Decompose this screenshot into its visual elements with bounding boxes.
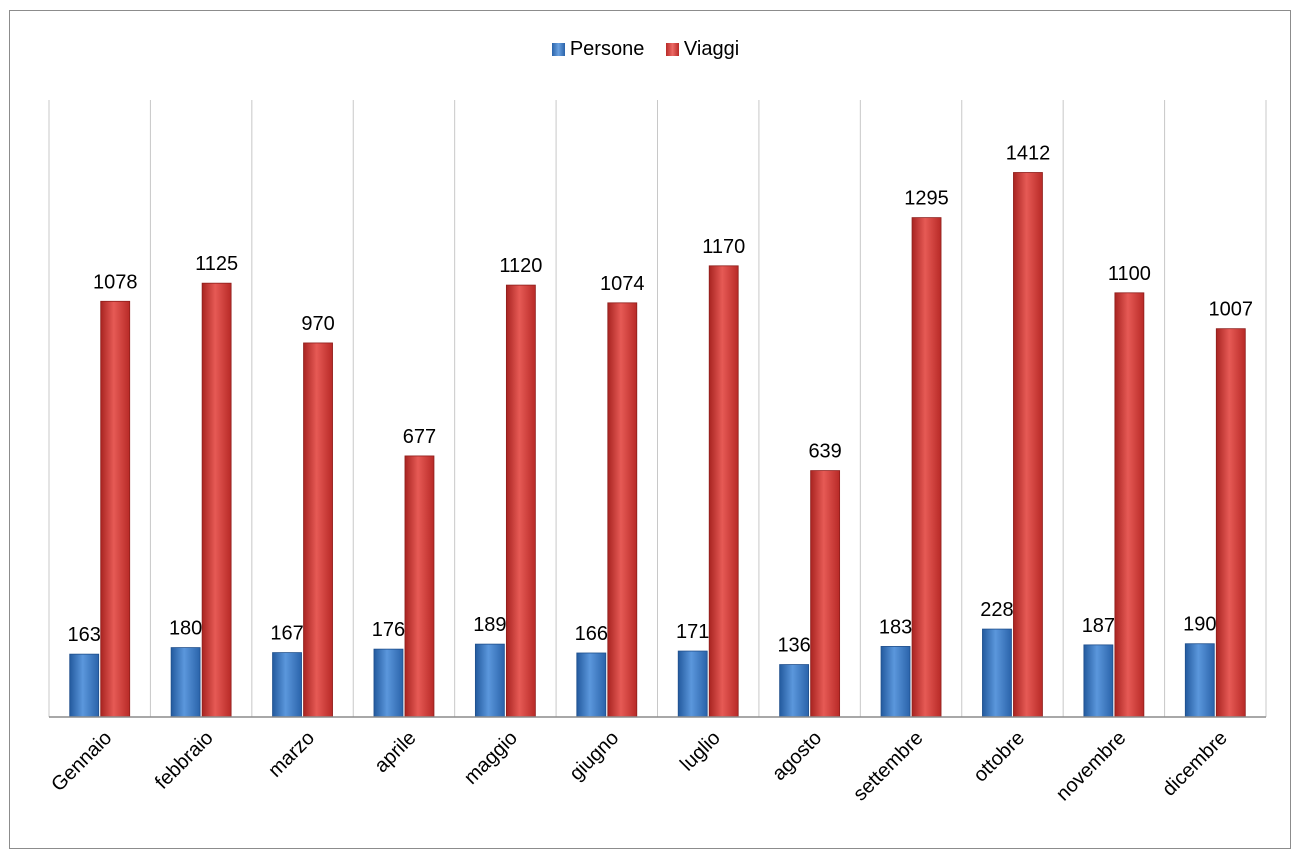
x-tick-label-febbraio: febbraio — [151, 727, 218, 794]
bar-persone-settembre — [880, 646, 911, 718]
data-label-viaggi-novembre: 1100 — [1108, 263, 1151, 285]
data-label-viaggi-luglio: 1170 — [702, 236, 745, 258]
x-tick-label-ottobre: ottobre — [969, 727, 1029, 787]
legend-item-persone: Persone — [551, 38, 645, 61]
data-label-persone-ottobre: 228 — [980, 599, 1013, 621]
data-label-viaggi-marzo: 970 — [301, 313, 334, 335]
x-tick-label-maggio: maggio — [460, 727, 522, 789]
bar-persone-febbraio — [170, 647, 201, 718]
data-label-persone-marzo: 167 — [270, 623, 303, 645]
legend-label-persone: Persone — [569, 38, 645, 60]
x-tick-label-agosto: agosto — [768, 727, 826, 785]
bar-persone-ottobre — [982, 628, 1012, 718]
bar-persone-novembre — [1083, 644, 1114, 718]
bar-persone-aprile — [373, 648, 404, 718]
data-label-viaggi-maggio: 1120 — [499, 255, 542, 277]
bar-persone-gennaio — [69, 653, 100, 718]
data-label-viaggi-agosto: 639 — [808, 441, 841, 463]
bar-persone-giugno — [576, 652, 607, 718]
x-tick-label-novembre: novembre — [1052, 727, 1130, 805]
x-tick-label-giugno: giugno — [565, 727, 623, 785]
data-label-persone-gennaio: 163 — [68, 624, 101, 646]
legend-label-viaggi: Viaggi — [683, 38, 740, 60]
data-label-persone-luglio: 171 — [676, 621, 709, 643]
data-label-viaggi-ottobre: 1412 — [1006, 142, 1051, 164]
legend-item-viaggi: Viaggi — [665, 38, 740, 61]
x-tick-label-dicembre: dicembre — [1158, 727, 1232, 801]
bar-viaggi-agosto — [810, 470, 841, 718]
data-label-persone-giugno: 166 — [575, 623, 608, 645]
bar-persone-luglio — [677, 650, 708, 718]
data-label-persone-febbraio: 180 — [169, 618, 202, 640]
bar-viaggi-aprile — [404, 455, 435, 718]
legend-swatch-viaggi — [665, 43, 679, 56]
x-tick-label-aprile: aprile — [370, 727, 420, 777]
data-label-persone-agosto: 136 — [777, 635, 810, 657]
legend-swatch-persone — [551, 43, 565, 56]
bar-viaggi-dicembre — [1215, 328, 1246, 718]
x-tick-label-gennaio: Gennaio — [47, 727, 116, 796]
bar-persone-maggio — [474, 643, 505, 718]
bar-viaggi-settembre — [911, 217, 942, 718]
bar-viaggi-febbraio — [201, 282, 232, 718]
bar-viaggi-giugno — [607, 302, 638, 718]
data-label-viaggi-gennaio: 1078 — [93, 271, 138, 293]
bar-viaggi-novembre — [1114, 292, 1145, 718]
x-tick-label-marzo: marzo — [264, 727, 319, 782]
x-tick-label-settembre: settembre — [849, 727, 927, 805]
bar-viaggi-ottobre — [1013, 172, 1043, 718]
bar-viaggi-gennaio — [100, 300, 131, 718]
x-tick-label-luglio: luglio — [676, 727, 725, 776]
bar-persone-dicembre — [1184, 643, 1215, 718]
legend: Persone Viaggi — [0, 38, 1291, 62]
bar-viaggi-maggio — [505, 284, 536, 718]
data-label-viaggi-aprile: 677 — [403, 426, 436, 448]
bar-persone-marzo — [272, 652, 302, 718]
bar-viaggi-marzo — [303, 342, 333, 718]
data-label-persone-settembre: 183 — [879, 616, 912, 638]
data-label-viaggi-dicembre: 1007 — [1209, 299, 1254, 321]
data-label-persone-aprile: 176 — [372, 619, 405, 641]
bar-viaggi-luglio — [708, 265, 739, 718]
data-label-viaggi-giugno: 1074 — [600, 273, 645, 295]
data-label-viaggi-settembre: 1295 — [904, 188, 949, 210]
data-label-persone-novembre: 187 — [1082, 615, 1115, 637]
data-label-persone-maggio: 189 — [473, 614, 506, 636]
bar-persone-agosto — [779, 664, 810, 718]
data-label-viaggi-febbraio: 1125 — [195, 253, 238, 275]
data-label-persone-dicembre: 190 — [1183, 614, 1216, 636]
